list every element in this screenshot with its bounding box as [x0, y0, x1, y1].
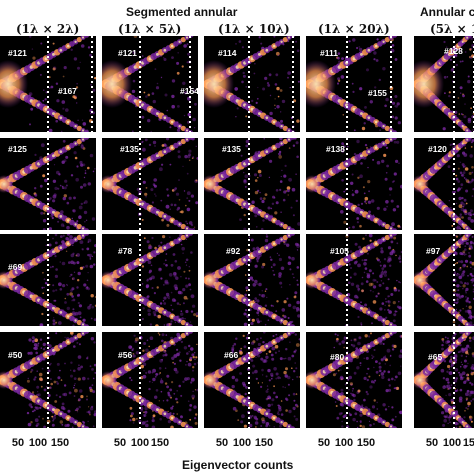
panel-r4-c2	[102, 332, 198, 428]
vertex-glow	[0, 271, 13, 289]
panel-r4-c1	[0, 332, 96, 428]
x-tick-label: 150	[255, 437, 273, 449]
panel-background	[102, 138, 198, 230]
x-tick-label: 50	[12, 437, 24, 449]
panel-r1-c5	[414, 36, 474, 132]
column-title-5: (5λ × 1	[430, 22, 474, 36]
panel-r1-c1	[0, 36, 96, 132]
x-tick-label: 100	[335, 437, 353, 449]
panel-label: #120	[428, 144, 447, 154]
vertex-glow	[0, 175, 13, 193]
x-tick-label: 100	[443, 437, 461, 449]
panel-r2-c5	[414, 138, 474, 230]
x-tick-label: 50	[114, 437, 126, 449]
panel-r3-c4	[306, 234, 402, 326]
panel-label: #111	[320, 48, 338, 58]
panel-background	[204, 332, 300, 428]
column-title-3: (1λ × 10λ)	[218, 22, 290, 36]
x-tick-label: 100	[233, 437, 251, 449]
panel-r3-c1	[0, 234, 96, 326]
vertex-glow	[0, 60, 28, 108]
panel-label: #56	[118, 350, 132, 360]
panel-label: #69	[8, 262, 22, 272]
panel-label: #121	[118, 48, 137, 58]
x-tick-label: 100	[29, 437, 47, 449]
panel-label: #114	[218, 48, 237, 58]
vertex-glow	[306, 271, 321, 289]
x-axis-title: Eigenvector counts	[182, 458, 294, 472]
panel-label: #155	[368, 88, 387, 98]
vertex-glow	[0, 371, 13, 389]
x-tick-label: 150	[51, 437, 69, 449]
panel-r2-c1	[0, 138, 96, 230]
panel-r1-c3	[204, 36, 300, 132]
vertex-glow	[204, 60, 234, 108]
panel-r4-c4	[306, 332, 402, 428]
panel-label: #138	[326, 144, 345, 154]
panel-label: #97	[426, 246, 440, 256]
panel-r2-c4	[306, 138, 402, 230]
x-tick-label: 150	[357, 437, 375, 449]
panel-label: #78	[118, 246, 132, 256]
panel-r4-c3	[204, 332, 300, 428]
panel-label: #154	[180, 86, 199, 96]
panel-label: #128	[444, 46, 463, 56]
panel-r2-c3	[204, 138, 300, 230]
panel-label: #50	[8, 350, 22, 360]
panel-label: #121	[8, 48, 27, 58]
x-tick-label: 50	[216, 437, 228, 449]
vertex-glow	[414, 175, 429, 193]
vertex-glow	[414, 371, 429, 389]
panel-background	[204, 138, 300, 230]
x-tick-label: 150	[151, 437, 169, 449]
panel-label: #135	[222, 144, 241, 154]
column-title-4: (1λ × 20λ)	[318, 22, 390, 36]
panel-background	[306, 332, 402, 428]
vertex-glow	[306, 60, 336, 108]
vertex-glow	[414, 271, 429, 289]
panel-background	[306, 138, 402, 230]
panel-background	[102, 332, 198, 428]
vertex-glow	[102, 271, 117, 289]
panel-label: #92	[226, 246, 240, 256]
panel-r3-c2	[102, 234, 198, 326]
panel-r3-c5	[414, 234, 474, 326]
panel-r4-c5	[414, 332, 474, 428]
x-tick-label: 150	[463, 437, 474, 449]
vertex-glow	[102, 371, 117, 389]
panel-label: #125	[8, 144, 27, 154]
x-tick-label: 50	[426, 437, 438, 449]
panel-label: #167	[58, 86, 77, 96]
column-title-1: (1λ × 2λ)	[16, 22, 80, 36]
panel-r1-c2	[102, 36, 198, 132]
panel-background	[306, 234, 402, 326]
panel-r2-c2	[102, 138, 198, 230]
panel-label: #66	[224, 350, 238, 360]
panel-label: #135	[120, 144, 139, 154]
vertex-glow	[306, 371, 321, 389]
panel-r1-c4	[306, 36, 402, 132]
vertex-glow	[204, 371, 219, 389]
panel-label: #105	[330, 246, 349, 256]
panel-label: #65	[428, 352, 442, 362]
panel-r3-c3	[204, 234, 300, 326]
x-tick-label: 100	[131, 437, 149, 449]
vertex-glow	[204, 175, 219, 193]
vertex-glow	[102, 60, 132, 108]
panel-label: #80	[330, 352, 344, 362]
vertex-glow	[414, 60, 444, 108]
group-title-annular: Annular c	[420, 5, 474, 19]
vertex-glow	[306, 175, 321, 193]
column-title-2: (1λ × 5λ)	[118, 22, 182, 36]
x-tick-label: 50	[318, 437, 330, 449]
group-title-segmented: Segmented annular	[126, 5, 238, 19]
vertex-glow	[204, 271, 219, 289]
vertex-glow	[102, 175, 117, 193]
